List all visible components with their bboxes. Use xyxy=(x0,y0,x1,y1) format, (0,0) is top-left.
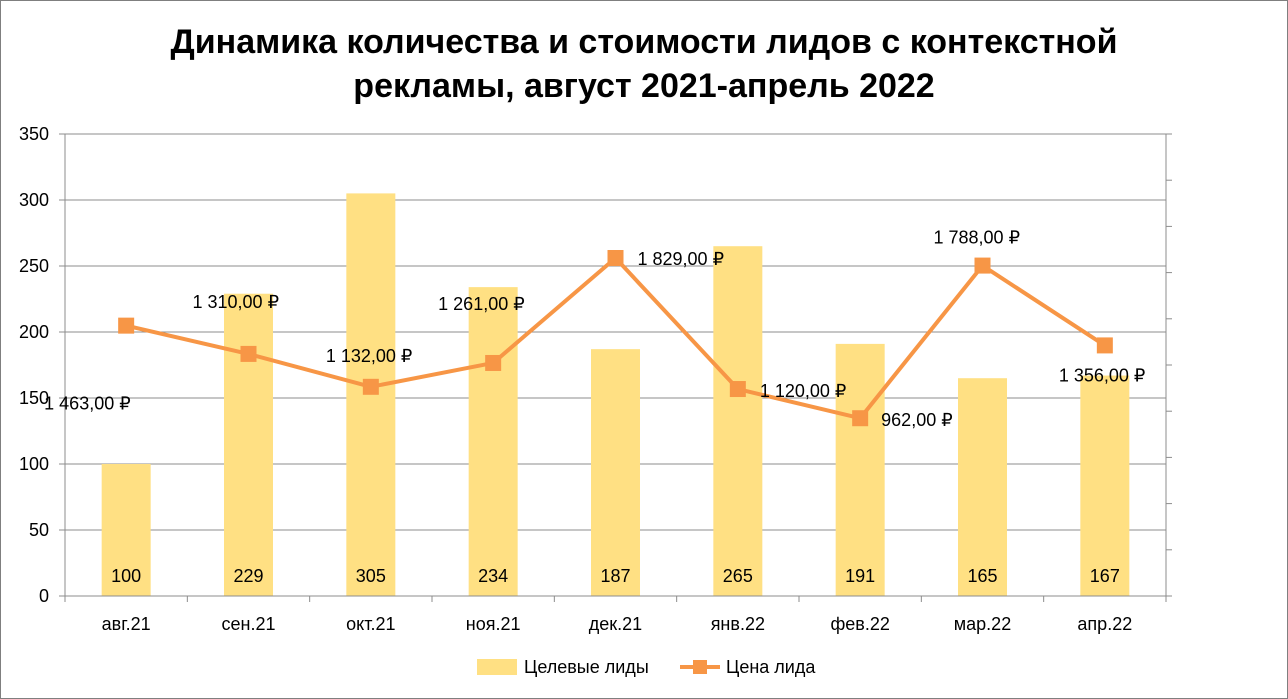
price-marker xyxy=(974,257,991,274)
chart-title: Динамика количества и стоимости лидов с … xyxy=(0,20,1288,108)
x-tick-label: авг.21 xyxy=(102,614,151,634)
price-value-label: 1 310,00 ₽ xyxy=(193,292,280,312)
x-tick-label: сен.21 xyxy=(222,614,276,634)
data-labels: 100 229 305 234 187 265 191 165 167 1 463,00 ₽ 1 3… xyxy=(44,228,1145,586)
y-tick-label: 0 xyxy=(39,586,49,606)
bar xyxy=(591,349,640,596)
x-tick-label: апр.22 xyxy=(1077,614,1132,634)
price-value-label: 1 120,00 ₽ xyxy=(760,381,847,401)
price-marker xyxy=(852,410,869,427)
y-tick-label: 50 xyxy=(29,520,49,540)
price-marker xyxy=(607,250,624,267)
bar-series xyxy=(101,193,1130,596)
price-value-label: 1 261,00 ₽ xyxy=(438,294,525,314)
x-tick-label: янв.22 xyxy=(711,614,765,634)
x-tick-label: ноя.21 xyxy=(466,614,521,634)
legend: Целевые лиды Цена лида xyxy=(477,657,816,677)
y-tick-label: 150 xyxy=(19,388,49,408)
bar xyxy=(101,464,151,596)
bar-value-label: 305 xyxy=(356,566,386,586)
price-value-label: 1 463,00 ₽ xyxy=(44,394,131,414)
bar-value-label: 187 xyxy=(600,566,630,586)
y-tick-label: 350 xyxy=(19,124,49,144)
x-tick-label: окт.21 xyxy=(346,614,395,634)
bar-value-label: 234 xyxy=(478,566,508,586)
bar xyxy=(224,293,273,596)
legend-swatch-bars xyxy=(477,659,517,675)
price-value-label: 1 356,00 ₽ xyxy=(1059,365,1146,385)
price-marker xyxy=(485,354,502,371)
legend-label-line: Цена лида xyxy=(726,657,816,677)
bar-value-label: 265 xyxy=(723,566,753,586)
bar-value-label: 165 xyxy=(967,566,997,586)
x-tick-label: дек.21 xyxy=(589,614,642,634)
price-marker xyxy=(240,345,257,362)
line-series xyxy=(118,250,1113,427)
price-value-label: 1 788,00 ₽ xyxy=(934,228,1021,248)
y-tick-label: 250 xyxy=(19,256,49,276)
price-marker xyxy=(362,378,379,395)
bar-value-label: 100 xyxy=(111,566,141,586)
bar xyxy=(835,343,885,596)
legend-label-bars: Целевые лиды xyxy=(524,657,649,677)
price-value-label: 962,00 ₽ xyxy=(881,410,953,430)
price-marker xyxy=(118,317,135,334)
chart-title-line-1: Динамика количества и стоимости лидов с … xyxy=(170,23,1118,61)
bar xyxy=(713,246,763,596)
axes: 0 50 100 150 200 250 300 350 авг.21 сен.21 окт.21 н… xyxy=(19,124,1172,634)
y-tick-label: 300 xyxy=(19,190,49,210)
bar-value-label: 229 xyxy=(233,566,263,586)
y-tick-label: 100 xyxy=(19,454,49,474)
bar-value-label: 167 xyxy=(1090,566,1120,586)
price-value-label: 1 132,00 ₽ xyxy=(326,346,413,366)
bar-value-label: 191 xyxy=(845,566,875,586)
y-tick-label: 200 xyxy=(19,322,49,342)
bar xyxy=(1080,375,1130,596)
x-tick-label: фев.22 xyxy=(830,614,889,634)
bar xyxy=(958,378,1007,596)
legend-swatch-marker xyxy=(693,660,707,674)
x-tick-label: мар.22 xyxy=(954,614,1011,634)
price-marker xyxy=(729,381,746,398)
bar xyxy=(468,287,518,596)
chart-title-line-2: рекламы, август 2021-апрель 2022 xyxy=(353,67,935,105)
price-value-label: 1 829,00 ₽ xyxy=(638,249,725,269)
price-marker xyxy=(1096,337,1113,354)
